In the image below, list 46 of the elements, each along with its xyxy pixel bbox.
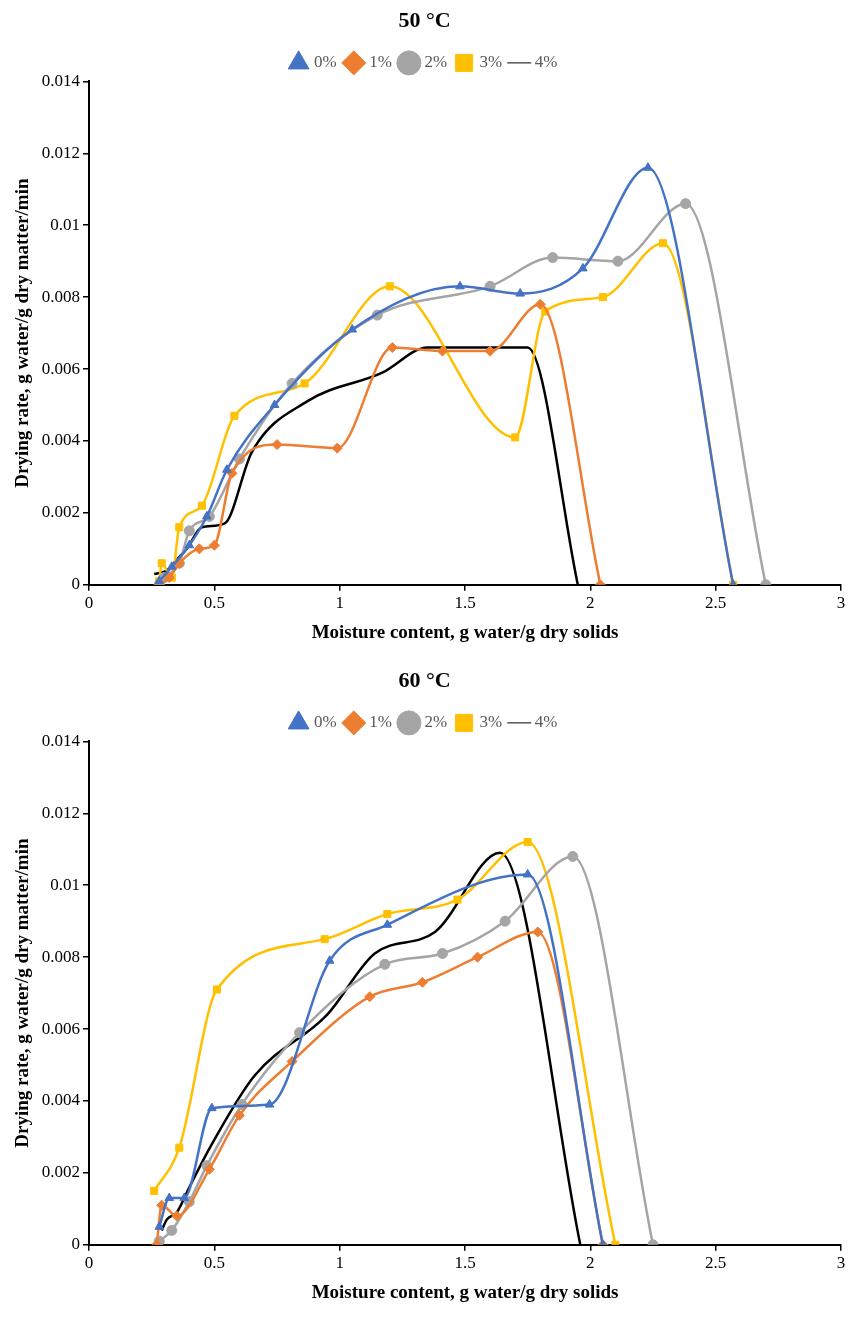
y-tick-label: 0.012	[41, 142, 81, 162]
legend-label: 4%	[534, 52, 558, 72]
legend-label: 4%	[534, 712, 558, 732]
x-axis-title: Moisture content, g water/g dry solids	[311, 1280, 619, 1302]
legend-label: 0%	[314, 712, 337, 732]
y-tick-label: 0.01	[50, 874, 81, 894]
x-tick-label: 0.5	[203, 593, 225, 613]
legend-label: 1%	[369, 52, 392, 72]
y-tick-label: 0.014	[41, 730, 81, 750]
x-tick-label: 0	[84, 1253, 94, 1273]
legend-label: 2%	[424, 52, 448, 72]
x-tick-label: 3	[836, 593, 846, 613]
x-tick-label: 2	[586, 1253, 595, 1273]
x-tick-label: 1	[335, 1253, 344, 1273]
y-tick-label: 0.01	[50, 214, 81, 234]
x-tick-label: 1.5	[454, 1253, 476, 1273]
y-tick-label: 0.006	[41, 358, 81, 378]
y-axis-title: Drying rate, g water/g dry matter/min	[11, 178, 33, 488]
legend-label: 3%	[479, 52, 503, 72]
y-tick-label: 0.002	[41, 1162, 81, 1182]
y-tick-label: 0.004	[41, 1090, 81, 1110]
x-tick-label: 1	[335, 593, 344, 613]
x-tick-label: 3	[836, 1253, 846, 1273]
y-tick-label: 0.002	[41, 502, 81, 522]
x-tick-label: 0	[84, 593, 94, 613]
x-axis-title: Moisture content, g water/g dry solids	[311, 620, 619, 642]
y-tick-label: 0.014	[41, 70, 81, 90]
legend-label: 1%	[369, 712, 392, 732]
x-tick-label: 2	[586, 593, 595, 613]
y-tick-label: 0.004	[41, 430, 81, 450]
y-tick-label: 0.006	[41, 1018, 81, 1038]
y-tick-label: 0.008	[41, 946, 81, 966]
chart-title: 50 °C	[398, 6, 451, 32]
x-tick-label: 1.5	[454, 593, 476, 613]
x-tick-label: 2.5	[705, 593, 727, 613]
legend-label: 0%	[314, 52, 337, 72]
y-tick-label: 0	[71, 574, 81, 594]
chart-title: 60 °C	[398, 666, 451, 692]
x-tick-label: 2.5	[705, 1253, 727, 1273]
x-tick-label: 0.5	[203, 1253, 225, 1273]
y-tick-label: 0.012	[41, 802, 81, 822]
legend-label: 2%	[424, 712, 448, 732]
y-tick-label: 0	[71, 1234, 81, 1254]
y-axis-title: Drying rate, g water/g dry matter/min	[11, 838, 33, 1148]
y-tick-label: 0.008	[41, 286, 81, 306]
legend-label: 3%	[479, 712, 503, 732]
